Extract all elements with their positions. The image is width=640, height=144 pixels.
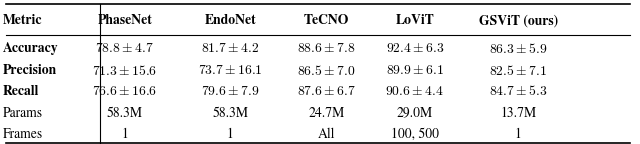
Text: $78.8\pm4.7$: $78.8\pm4.7$: [95, 42, 154, 55]
Text: 1: 1: [515, 128, 522, 141]
Text: Metric: Metric: [3, 14, 43, 27]
Text: $92.4\pm6.3$: $92.4\pm6.3$: [385, 42, 444, 55]
Text: $73.7\pm16.1$: $73.7\pm16.1$: [198, 64, 263, 77]
Text: 24.7M: 24.7M: [308, 106, 344, 120]
Text: $84.7\pm5.3$: $84.7\pm5.3$: [489, 84, 548, 98]
Text: $76.6\pm16.6$: $76.6\pm16.6$: [92, 85, 157, 98]
Text: $82.5\pm7.1$: $82.5\pm7.1$: [490, 64, 547, 78]
Text: $86.3\pm5.9$: $86.3\pm5.9$: [489, 42, 548, 56]
Text: Accuracy: Accuracy: [3, 42, 59, 55]
Text: 1: 1: [122, 128, 128, 141]
Text: $86.5\pm7.0$: $86.5\pm7.0$: [297, 64, 356, 78]
Text: Frames: Frames: [3, 128, 44, 141]
Text: TeCNO: TeCNO: [304, 14, 349, 27]
Text: $90.6\pm4.4$: $90.6\pm4.4$: [385, 85, 444, 98]
Text: $71.3\pm15.6$: $71.3\pm15.6$: [92, 64, 157, 78]
Text: Precision: Precision: [3, 64, 58, 77]
Text: 58.3M: 58.3M: [107, 106, 143, 120]
Text: 1: 1: [227, 128, 234, 141]
Text: Params: Params: [3, 106, 44, 120]
Text: All: All: [317, 128, 335, 141]
Text: $87.6\pm6.7$: $87.6\pm6.7$: [297, 85, 356, 98]
Text: $89.9\pm6.1$: $89.9\pm6.1$: [386, 64, 444, 77]
Text: Recall: Recall: [3, 85, 40, 98]
Text: 29.0M: 29.0M: [397, 106, 433, 120]
Text: GSViT (ours): GSViT (ours): [479, 14, 558, 27]
Text: 13.7M: 13.7M: [500, 106, 536, 120]
Text: $88.6\pm7.8$: $88.6\pm7.8$: [297, 42, 356, 55]
Text: 100, 500: 100, 500: [390, 128, 439, 141]
Text: EndoNet: EndoNet: [205, 14, 256, 27]
Text: $79.6\pm7.9$: $79.6\pm7.9$: [201, 85, 260, 98]
Text: PhaseNet: PhaseNet: [97, 14, 152, 27]
Text: LoViT: LoViT: [396, 14, 434, 27]
Text: $81.7\pm4.2$: $81.7\pm4.2$: [202, 42, 259, 55]
Text: 58.3M: 58.3M: [212, 106, 248, 120]
